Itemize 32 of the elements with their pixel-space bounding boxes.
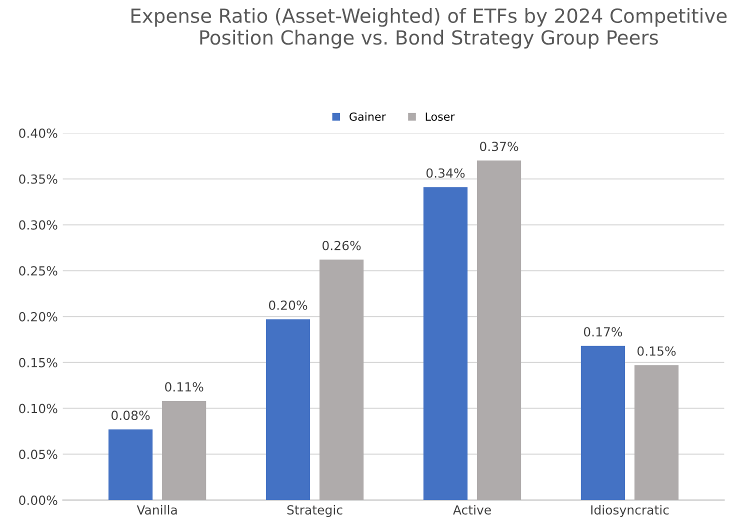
y-tick-label: 0.40%	[19, 128, 58, 138]
data-label: 0.37%	[480, 142, 518, 152]
data-label: 0.20%	[268, 300, 308, 310]
data-label: 0.26%	[322, 240, 361, 250]
x-tick-label: Strategic	[287, 504, 342, 518]
x-tick-label: Active	[453, 504, 491, 515]
y-tick-label: 0.20%	[19, 312, 58, 322]
y-tick-label: 0.05%	[19, 450, 58, 460]
legend-label: Loser	[426, 112, 455, 121]
x-tick-label: Vanilla	[136, 504, 177, 515]
bar	[634, 365, 679, 500]
bar	[423, 187, 468, 500]
y-tick-label: 0.35%	[19, 174, 58, 184]
data-label: 0.34%	[426, 168, 465, 178]
data-label: 0.17%	[584, 327, 622, 337]
x-tick-label: Idiosyncratic	[591, 504, 669, 518]
data-label: 0.08%	[112, 410, 150, 420]
data-label: 0.11%	[165, 382, 204, 392]
y-tick-label: 0.00%	[19, 496, 58, 506]
bar	[266, 319, 310, 500]
y-tick-label: 0.25%	[19, 266, 58, 276]
bar	[162, 400, 206, 500]
y-tick-label: 0.10%	[19, 404, 58, 414]
data-label: 0.15%	[637, 346, 676, 356]
bar	[320, 260, 364, 500]
bar	[476, 160, 522, 500]
chart-title: Expense Ratio (Asset-Weighted) of ETFs by 2024 Competitive Position Change vs. Bond Strategy Group Peers	[131, 8, 727, 49]
y-tick-label: 0.30%	[19, 220, 58, 230]
bar	[580, 346, 626, 500]
legend-label: Gainer	[350, 112, 386, 121]
bar	[108, 429, 153, 500]
y-tick-label: 0.15%	[19, 358, 58, 368]
